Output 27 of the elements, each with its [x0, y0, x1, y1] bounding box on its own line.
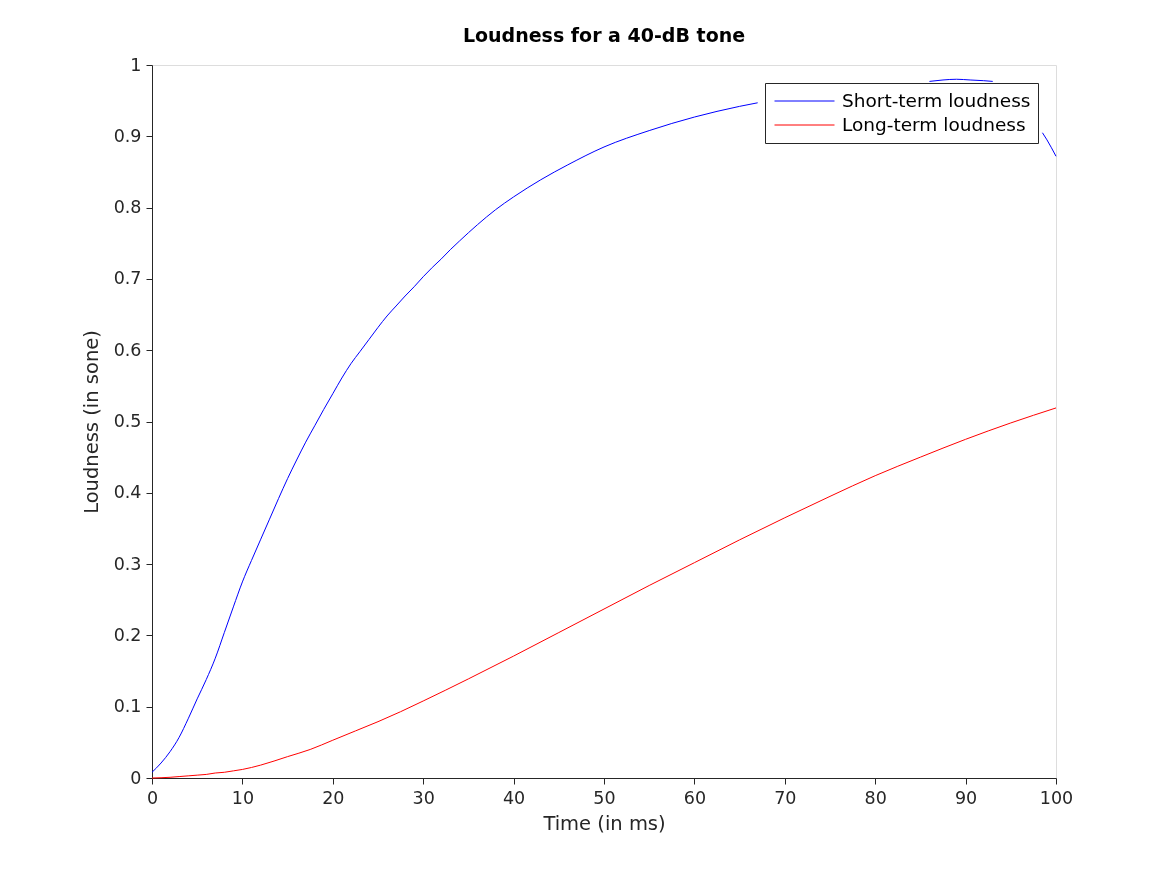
x-tick-label: 10	[231, 787, 255, 808]
chart-title: Loudness for a 40-dB tone	[462, 24, 746, 46]
x-tick-label: 30	[412, 787, 435, 808]
y-tick-label: 0.1	[113, 696, 142, 717]
x-tick-label: 60	[683, 787, 707, 808]
x-axis-title: Time (in ms)	[542, 812, 666, 835]
x-tick-label: 70	[774, 787, 797, 808]
legend-label: Long-term loudness	[842, 114, 1026, 135]
y-tick-label: 0.9	[113, 125, 142, 146]
y-tick-label: 0.3	[113, 553, 142, 574]
x-tick-label: 80	[864, 787, 887, 808]
y-tick-label: 0.6	[113, 339, 142, 360]
y-tick-label: 0.2	[113, 624, 142, 645]
x-tick-label: 0	[146, 787, 159, 808]
x-tick-label: 100	[1039, 787, 1074, 808]
x-tick-label: 50	[593, 787, 616, 808]
y-axis-title: Loudness (in sone)	[79, 330, 103, 514]
y-tick-label: 0	[130, 767, 142, 788]
y-tick-label: 0.8	[113, 197, 142, 218]
x-tick-label: 90	[954, 787, 978, 808]
y-tick-label: 0.5	[113, 411, 142, 431]
y-tick-label: 0.4	[113, 482, 142, 503]
x-tick-label: 20	[322, 787, 345, 808]
x-tick-label: 40	[502, 787, 526, 808]
legend-label: Short-term loudness	[842, 90, 1031, 111]
y-tick-label: 0.7	[113, 268, 142, 289]
y-tick-label: 1	[130, 54, 142, 75]
